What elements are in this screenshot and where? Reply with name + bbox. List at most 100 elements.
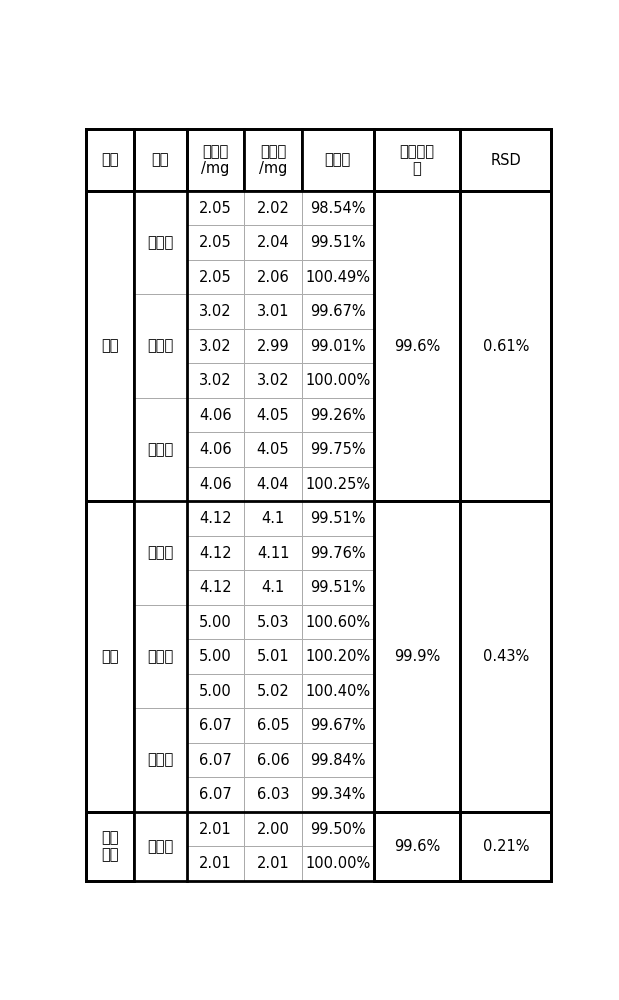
Bar <box>86 129 134 191</box>
Text: 高浓度: 高浓度 <box>147 753 173 768</box>
Bar <box>302 777 374 812</box>
Text: 4.05: 4.05 <box>257 408 290 423</box>
Bar <box>460 191 552 501</box>
Bar <box>187 225 245 260</box>
Text: 2.99: 2.99 <box>257 339 290 354</box>
Text: 99.84%: 99.84% <box>310 753 366 768</box>
Text: 99.76%: 99.76% <box>310 546 366 561</box>
Text: 平均回收
率: 平均回收 率 <box>399 144 435 176</box>
Text: 99.6%: 99.6% <box>394 339 440 354</box>
Bar <box>187 363 245 398</box>
Text: 2.00: 2.00 <box>257 822 290 837</box>
Bar <box>302 432 374 467</box>
Bar <box>302 708 374 743</box>
Bar <box>460 129 552 191</box>
Bar <box>134 129 187 191</box>
Bar <box>187 570 245 605</box>
Bar <box>134 812 187 881</box>
Text: 100.49%: 100.49% <box>305 270 370 285</box>
Text: 98.54%: 98.54% <box>310 201 366 216</box>
Text: 加入量
/mg: 加入量 /mg <box>201 144 230 176</box>
Text: 99.9%: 99.9% <box>394 649 440 664</box>
Bar <box>302 129 374 191</box>
Text: 乙酸
乙酯: 乙酸 乙酯 <box>102 830 119 862</box>
Bar <box>302 674 374 708</box>
Text: 中浓度: 中浓度 <box>147 339 173 354</box>
Bar <box>245 501 302 536</box>
Text: 100.20%: 100.20% <box>305 649 371 664</box>
Text: 6.07: 6.07 <box>199 718 232 733</box>
Text: 4.12: 4.12 <box>199 580 232 595</box>
Text: 4.11: 4.11 <box>257 546 289 561</box>
Bar <box>302 639 374 674</box>
Bar <box>374 812 460 881</box>
Bar <box>245 777 302 812</box>
Bar <box>302 363 374 398</box>
Bar <box>302 294 374 329</box>
Text: 乙醇: 乙醇 <box>102 649 119 664</box>
Text: 3.02: 3.02 <box>199 339 232 354</box>
Bar <box>134 605 187 708</box>
Text: 6.03: 6.03 <box>257 787 289 802</box>
Bar <box>245 398 302 432</box>
Bar <box>187 743 245 777</box>
Text: 3.02: 3.02 <box>257 373 290 388</box>
Text: 100.60%: 100.60% <box>305 615 370 630</box>
Bar <box>187 260 245 294</box>
Text: 5.03: 5.03 <box>257 615 289 630</box>
Text: 100.25%: 100.25% <box>305 477 370 492</box>
Text: 0.43%: 0.43% <box>483 649 529 664</box>
Text: 4.1: 4.1 <box>261 580 285 595</box>
Bar <box>134 501 187 605</box>
Bar <box>134 398 187 501</box>
Text: 5.00: 5.00 <box>199 684 232 699</box>
Text: 2.01: 2.01 <box>257 856 290 871</box>
Bar <box>245 570 302 605</box>
Text: 4.06: 4.06 <box>199 442 232 457</box>
Bar <box>187 501 245 536</box>
Bar <box>302 846 374 881</box>
Text: 5.00: 5.00 <box>199 615 232 630</box>
Bar <box>245 812 302 846</box>
Bar <box>245 846 302 881</box>
Bar <box>302 812 374 846</box>
Bar <box>187 432 245 467</box>
Text: 100.00%: 100.00% <box>305 373 371 388</box>
Text: 99.26%: 99.26% <box>310 408 366 423</box>
Text: 99.01%: 99.01% <box>310 339 366 354</box>
Text: 5.00: 5.00 <box>199 649 232 664</box>
Bar <box>245 674 302 708</box>
Bar <box>302 605 374 639</box>
Text: 4.1: 4.1 <box>261 511 285 526</box>
Bar <box>187 605 245 639</box>
Text: 4.12: 4.12 <box>199 511 232 526</box>
Text: 0.61%: 0.61% <box>483 339 529 354</box>
Bar <box>187 708 245 743</box>
Text: 测得量
/mg: 测得量 /mg <box>259 144 287 176</box>
Bar <box>302 225 374 260</box>
Text: 99.34%: 99.34% <box>310 787 366 802</box>
Text: 3.01: 3.01 <box>257 304 289 319</box>
Text: 2.04: 2.04 <box>257 235 290 250</box>
Text: 低浓度: 低浓度 <box>147 546 173 561</box>
Text: 99.75%: 99.75% <box>310 442 366 457</box>
Bar <box>86 191 134 501</box>
Text: 甲醇: 甲醇 <box>102 339 119 354</box>
Bar <box>245 467 302 501</box>
Text: 中浓度: 中浓度 <box>147 649 173 664</box>
Text: 2.06: 2.06 <box>257 270 290 285</box>
Text: 4.06: 4.06 <box>199 408 232 423</box>
Text: 低浓度: 低浓度 <box>147 839 173 854</box>
Bar <box>245 225 302 260</box>
Bar <box>187 777 245 812</box>
Bar <box>302 501 374 536</box>
Bar <box>374 501 460 812</box>
Text: 样品: 样品 <box>102 153 119 168</box>
Text: 100.40%: 100.40% <box>305 684 370 699</box>
Bar <box>187 294 245 329</box>
Bar <box>187 398 245 432</box>
Bar <box>187 191 245 225</box>
Text: 99.6%: 99.6% <box>394 839 440 854</box>
Bar <box>245 536 302 570</box>
Text: 99.51%: 99.51% <box>310 511 366 526</box>
